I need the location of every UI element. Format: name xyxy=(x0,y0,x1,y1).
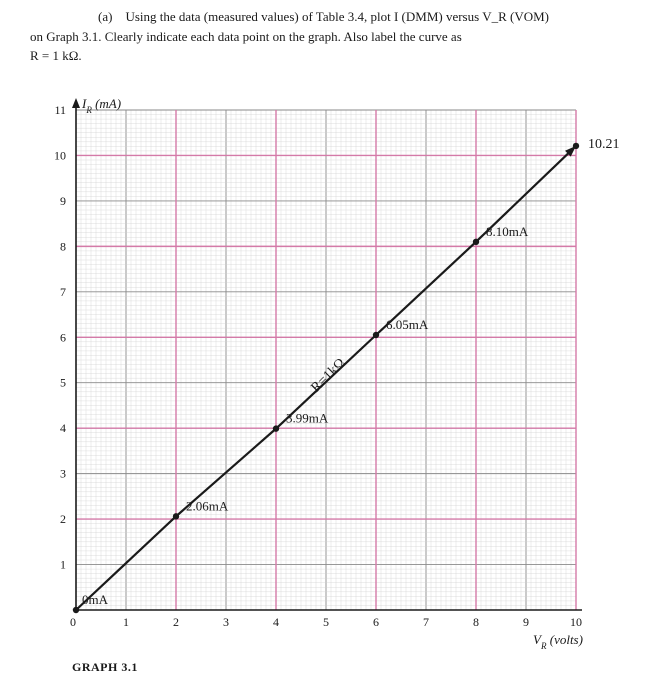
point-label: 2.06mA xyxy=(186,498,229,513)
point-label: 10.21 mA xyxy=(588,137,620,152)
svg-text:9: 9 xyxy=(60,194,66,208)
svg-text:11: 11 xyxy=(54,103,66,117)
point-label: 6.05mA xyxy=(386,317,429,332)
svg-text:8: 8 xyxy=(473,615,479,629)
axes-layer: 0123456789101234567891011IR (mA)VR (volt… xyxy=(54,96,583,650)
curve-label: R=1kΩ xyxy=(308,356,348,396)
svg-text:4: 4 xyxy=(60,421,66,435)
point-label: 3.99mA xyxy=(286,411,329,426)
svg-text:6: 6 xyxy=(373,615,379,629)
part-label: (a) xyxy=(98,9,112,24)
svg-text:7: 7 xyxy=(423,615,429,629)
graph-3-1: 0123456789101234567891011IR (mA)VR (volt… xyxy=(30,90,620,650)
svg-text:7: 7 xyxy=(60,285,66,299)
svg-text:1: 1 xyxy=(60,558,66,572)
svg-text:6: 6 xyxy=(60,330,66,344)
svg-text:9: 9 xyxy=(523,615,529,629)
instruction-line-1: Using the data (measured values) of Tabl… xyxy=(125,9,549,24)
svg-text:10: 10 xyxy=(570,615,582,629)
svg-text:8: 8 xyxy=(60,239,66,253)
svg-text:3: 3 xyxy=(60,467,66,481)
grid-layer xyxy=(76,110,576,610)
svg-text:10: 10 xyxy=(54,148,66,162)
graph-caption: GRAPH 3.1 xyxy=(72,660,138,675)
svg-text:2: 2 xyxy=(60,512,66,526)
svg-text:1: 1 xyxy=(123,615,129,629)
instruction-line-3: R = 1 kΩ. xyxy=(30,47,620,65)
svg-text:3: 3 xyxy=(223,615,229,629)
svg-text:4: 4 xyxy=(273,615,279,629)
svg-text:5: 5 xyxy=(60,376,66,390)
point-label: 0mA xyxy=(82,592,109,607)
svg-text:5: 5 xyxy=(323,615,329,629)
svg-text:2: 2 xyxy=(173,615,179,629)
instruction-text: (a) Using the data (measured values) of … xyxy=(30,8,620,65)
instruction-line-2: on Graph 3.1. Clearly indicate each data… xyxy=(30,28,620,46)
svg-text:VR (volts): VR (volts) xyxy=(533,632,583,650)
point-label: 8.10mA xyxy=(486,224,529,239)
svg-text:0: 0 xyxy=(70,615,76,629)
